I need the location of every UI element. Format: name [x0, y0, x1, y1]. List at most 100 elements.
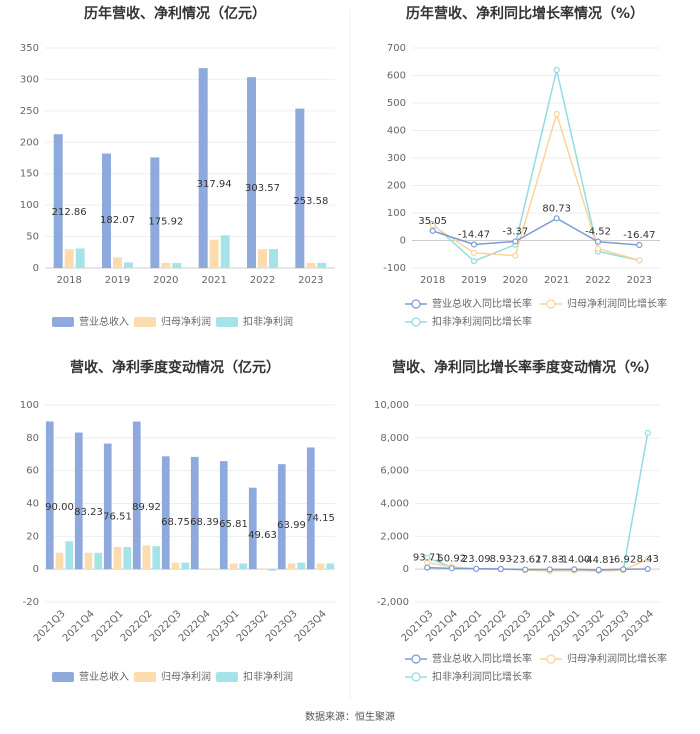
legend-label: 扣非净利润 [243, 315, 293, 328]
value-label: 35.05 [418, 216, 447, 227]
value-label: -6.92 [610, 554, 636, 565]
marker [470, 241, 478, 248]
bar [150, 157, 160, 268]
bar [65, 541, 74, 570]
marker [512, 252, 519, 259]
x-tick-label: 2022 [585, 275, 610, 286]
y-tick-label: 10,000 [374, 400, 409, 411]
bar [45, 421, 54, 570]
legend-label: 扣非净利润同比增长率 [432, 670, 532, 683]
value-label: 50.92 [437, 553, 466, 564]
marker [473, 565, 480, 572]
y-tick-label: 60 [26, 466, 39, 477]
bar [64, 249, 74, 268]
legend-label: 营业总收入同比增长率 [432, 652, 532, 665]
legend-label: 归母净利润同比增长率 [567, 297, 667, 310]
x-tick-label: 2020 [503, 275, 528, 286]
value-label: -23.62 [509, 555, 541, 566]
x-tick-label: 2019 [105, 275, 130, 286]
legend-swatch [546, 654, 556, 664]
chart-title: 历年营收、净利同比增长率情况（%） [406, 5, 644, 22]
y-tick-label: 2,000 [380, 531, 409, 542]
legend-swatch [546, 299, 556, 309]
marker [522, 566, 529, 573]
bar [269, 249, 278, 268]
value-label: 68.39 [190, 517, 219, 528]
bar [220, 235, 230, 268]
y-tick-label: 350 [20, 43, 39, 54]
y-tick-label: 0 [33, 564, 39, 575]
value-label: -16.47 [623, 230, 655, 241]
value-label: 89.92 [132, 502, 161, 513]
marker [644, 565, 651, 573]
legend-swatch [216, 317, 238, 327]
bar [306, 447, 315, 570]
marker [448, 565, 455, 572]
y-tick-label: -100 [383, 263, 406, 274]
marker [429, 227, 436, 234]
bar [317, 262, 327, 268]
legend-swatch [411, 299, 421, 309]
bar [209, 239, 219, 268]
bar [113, 547, 122, 570]
bar [198, 68, 208, 268]
bar [75, 248, 85, 268]
marker [595, 566, 602, 574]
value-label: -3.37 [502, 226, 528, 237]
x-tick-label: 2018 [56, 275, 81, 286]
legend-swatch [52, 317, 74, 327]
bar [287, 563, 296, 570]
bar [55, 552, 64, 570]
y-tick-label: 6,000 [380, 466, 409, 477]
legend-label: 归母净利润同比增长率 [567, 652, 667, 665]
y-tick-label: 400 [387, 126, 406, 137]
bar [181, 562, 190, 570]
line [426, 432, 649, 572]
legend-label: 扣非净利润同比增长率 [432, 315, 532, 328]
bar [161, 456, 170, 570]
y-tick-label: 300 [387, 153, 406, 164]
y-tick-label: 200 [20, 137, 39, 148]
value-label: 182.07 [100, 215, 135, 226]
chart-title: 营收、净利同比增长率季度变动情况（%） [392, 359, 658, 376]
y-tick-label: 40 [26, 499, 39, 510]
bar [152, 546, 161, 570]
value-label: 8.93 [490, 554, 512, 565]
value-label: 49.63 [248, 530, 277, 541]
legend-swatch [134, 317, 156, 327]
bar [172, 262, 182, 268]
bar [258, 568, 267, 570]
marker [571, 566, 578, 573]
bar [53, 134, 63, 268]
x-tick-label: 2019 [461, 275, 486, 286]
value-label: 253.58 [293, 196, 328, 207]
value-label: 8.43 [637, 554, 659, 565]
value-label: 212.86 [52, 207, 87, 218]
x-tick-label: 2023Q4 [293, 608, 329, 644]
value-label: -14.00 [558, 554, 590, 565]
marker [553, 215, 560, 222]
y-tick-label: 0 [403, 564, 409, 575]
marker [594, 238, 602, 245]
value-label: 80.73 [542, 203, 571, 214]
legend-swatch [216, 672, 238, 682]
value-label: 175.92 [148, 217, 183, 228]
legend-label: 归母净利润 [161, 315, 211, 328]
value-label: 317.94 [197, 179, 232, 190]
y-tick-label: 4,000 [380, 499, 409, 510]
source: 数据来源：恒生聚源 [305, 710, 395, 723]
marker [620, 566, 627, 573]
value-label: 63.99 [277, 520, 306, 531]
chart-title: 营收、净利季度变动情况（亿元） [70, 359, 280, 376]
y-tick-label: 80 [26, 433, 39, 444]
marker [470, 258, 478, 265]
bar [248, 487, 257, 570]
y-tick-label: -2,000 [377, 597, 409, 608]
y-tick-label: 600 [387, 71, 406, 82]
y-tick-label: 100 [20, 200, 39, 211]
bar [247, 77, 256, 268]
legend-swatch [52, 672, 74, 682]
bar [74, 432, 83, 570]
y-tick-label: 200 [387, 181, 406, 192]
